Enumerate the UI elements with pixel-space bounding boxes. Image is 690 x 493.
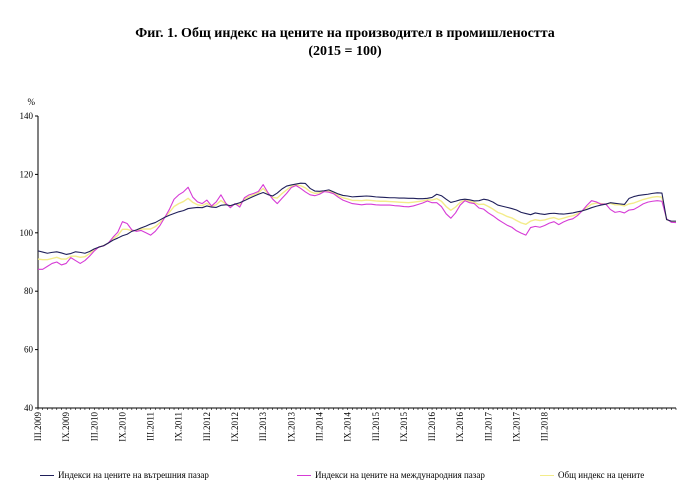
legend-item-domestic: Индекси на цените на вътрешния пазар — [40, 470, 209, 480]
chart-series — [37, 182, 677, 270]
x-tick-label: IX.2016 — [455, 412, 465, 442]
legend-swatch-total — [540, 474, 554, 476]
x-tick-label: IX.2015 — [399, 412, 409, 442]
legend-swatch-international — [297, 474, 311, 476]
x-tick-label: III.2016 — [427, 412, 437, 442]
chart-subtitle: (2015 = 100) — [308, 44, 382, 59]
legend-item-international: Индекси на цените на международния пазар — [297, 470, 485, 480]
legend-label-international: Индекси на цените на международния пазар — [315, 470, 485, 480]
y-axis-unit-label: % — [28, 97, 36, 107]
x-tick-label: III.2011 — [146, 412, 156, 441]
x-tick-label: III.2012 — [202, 412, 212, 441]
x-tick-label: IX.2014 — [343, 412, 353, 442]
y-tick-label: 100 — [20, 228, 34, 238]
x-tick-label: IX.2009 — [61, 412, 71, 442]
series-line-domestic — [37, 182, 676, 255]
legend-swatch-domestic — [40, 474, 54, 476]
x-tick-label: III.2010 — [89, 412, 99, 442]
legend-label-total: Общ индекс на цените — [558, 470, 645, 480]
chart-title: Фиг. 1. Общ индекс на цените на производ… — [135, 26, 555, 41]
x-tick-labels: III.2009 IX.2009 III.2010 IX.2010 III.2011 IX… — [33, 412, 550, 442]
x-tick-label: III.2015 — [371, 412, 381, 442]
x-tick-label: III.2014 — [314, 412, 324, 442]
x-tick-label: IX.2013 — [286, 412, 296, 442]
x-tick-label: III.2009 — [33, 412, 43, 442]
x-tick-label: IX.2011 — [174, 412, 184, 441]
x-tick-label: IX.2012 — [230, 412, 240, 442]
y-tick-label: 80 — [24, 286, 34, 296]
y-tick-label: 60 — [24, 345, 34, 355]
x-tick-label: III.2018 — [540, 412, 550, 442]
series-line-international — [38, 184, 677, 270]
x-tick-label: III.2013 — [258, 412, 268, 442]
y-tick-label: 120 — [20, 169, 34, 179]
legend-item-total: Общ индекс на цените — [540, 470, 644, 480]
series-line-total — [37, 184, 677, 261]
chart-axes: 40 60 80 100 120 140% — [20, 97, 677, 413]
y-tick-label: 40 — [24, 403, 34, 413]
x-tick-label: IX.2017 — [512, 412, 522, 442]
y-tick-label: 140 — [20, 111, 34, 121]
x-tick-label: IX.2010 — [117, 412, 127, 442]
legend-label-domestic: Индекси на цените на вътрешния пазар — [58, 470, 209, 480]
x-tick-label: III.2017 — [483, 412, 493, 442]
